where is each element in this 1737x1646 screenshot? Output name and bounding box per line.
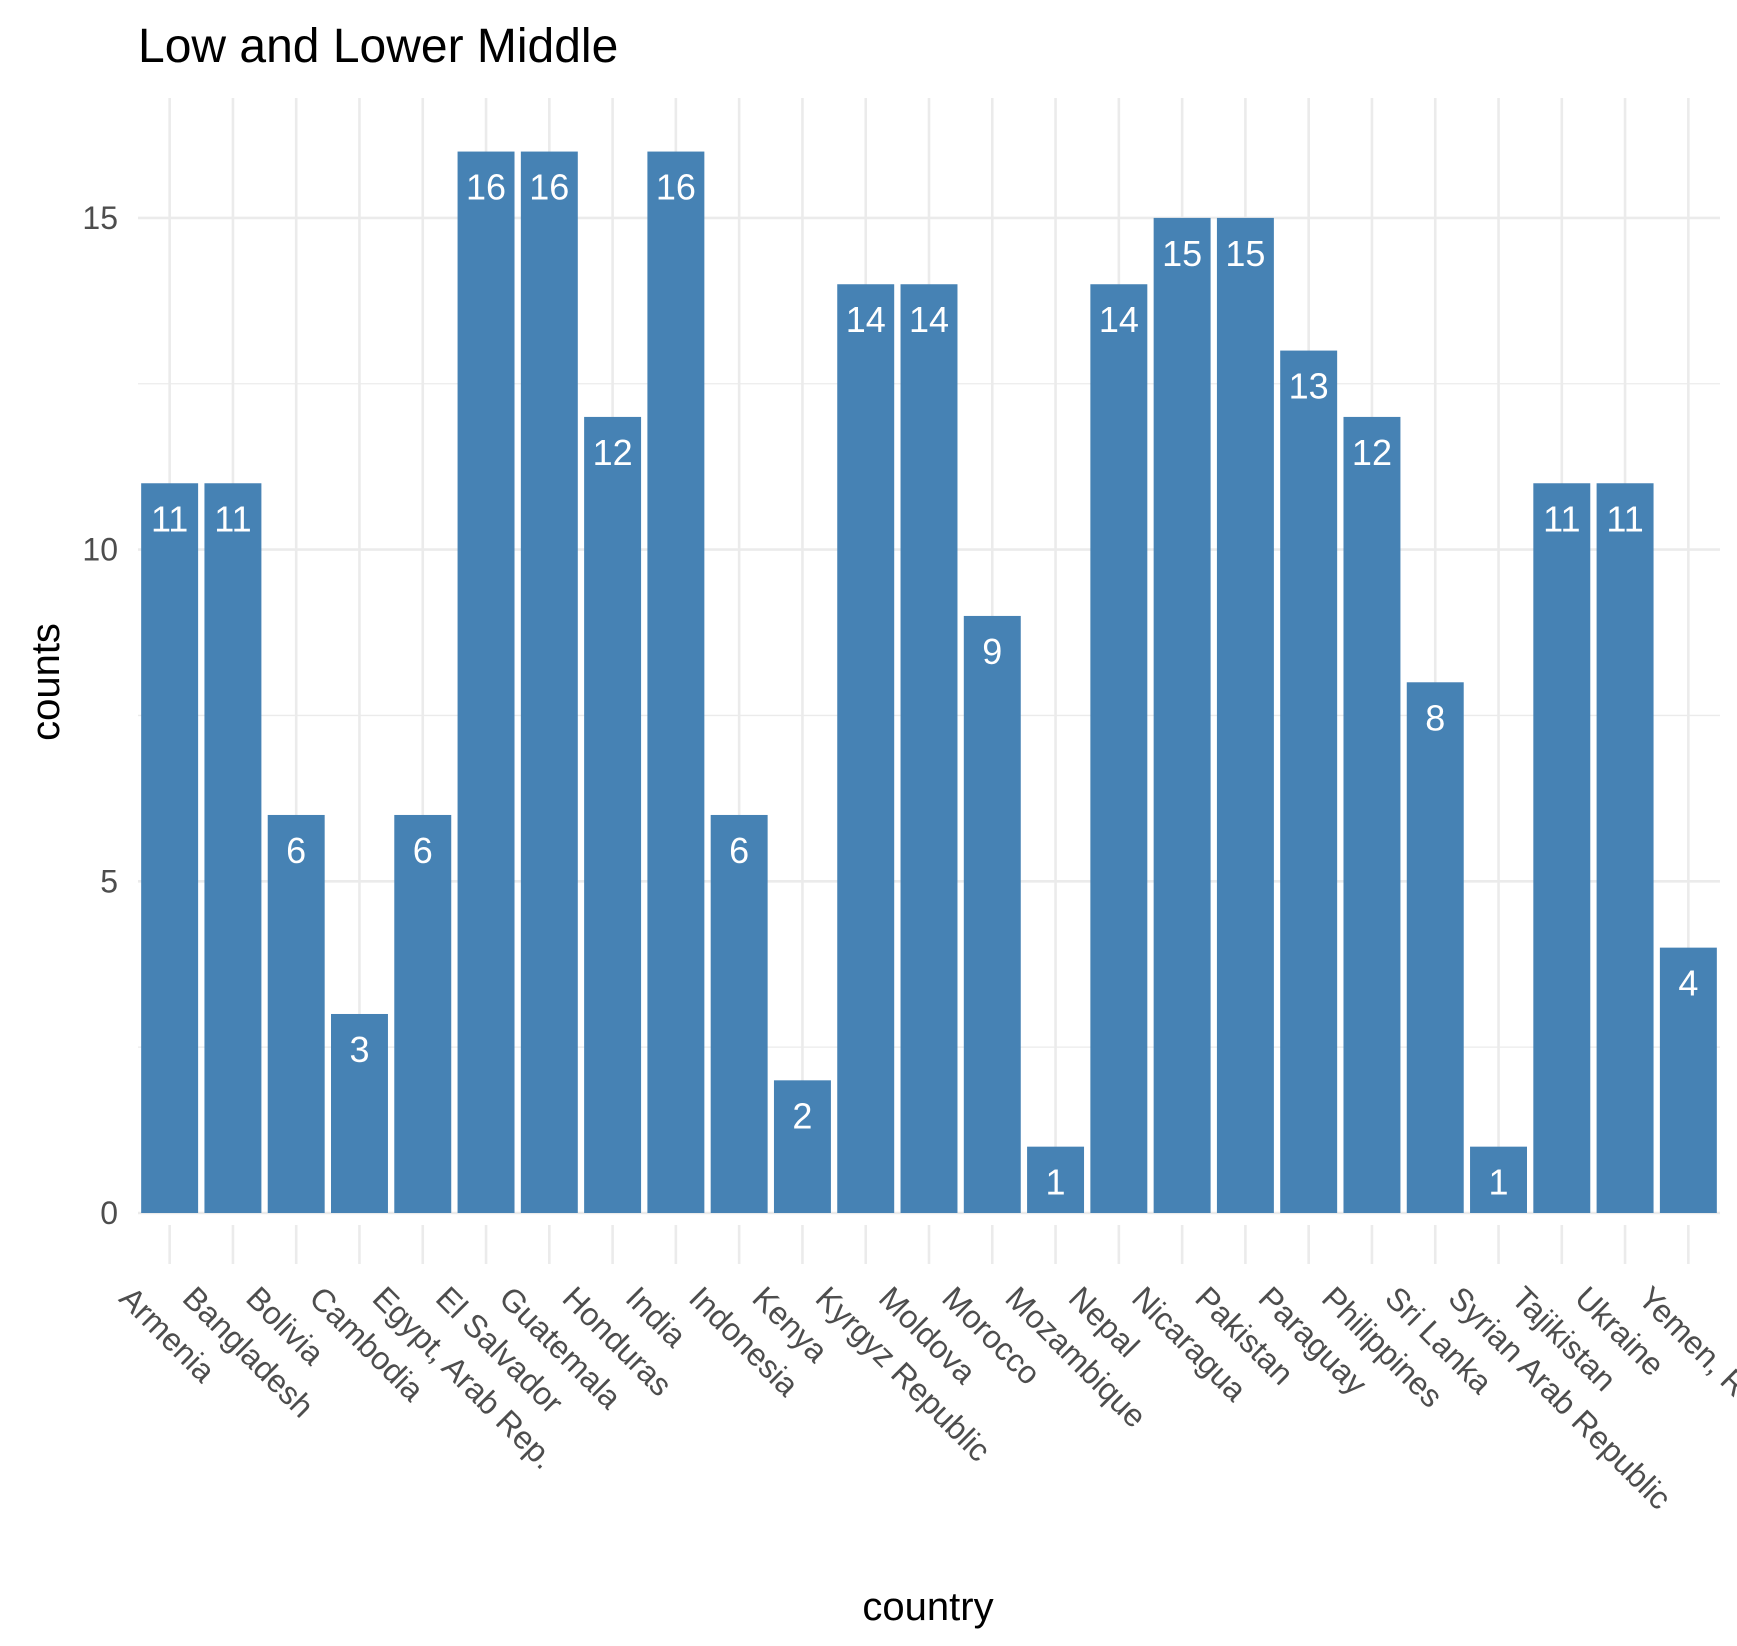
bar-value-label: 3 (349, 1029, 369, 1070)
bar (141, 483, 199, 1213)
bar-value-label: 8 (1425, 697, 1445, 738)
bar (1406, 682, 1464, 1213)
bar (1280, 350, 1338, 1214)
bar (1343, 416, 1401, 1213)
bar-value-label: 1 (1489, 1162, 1509, 1203)
bar (331, 1013, 388, 1213)
bar (584, 416, 642, 1213)
x-axis-title: country (862, 1585, 993, 1629)
bar-value-label: 6 (286, 830, 306, 871)
bar-value-label: 16 (656, 167, 696, 208)
y-tick-label: 5 (100, 863, 118, 899)
bar (1027, 1146, 1085, 1213)
bar-value-label: 14 (1099, 299, 1139, 340)
bar-value-label: 2 (792, 1095, 812, 1136)
bar-value-label: 11 (214, 498, 251, 539)
bar (900, 284, 958, 1213)
bar (1153, 217, 1211, 1213)
bar-value-label: 9 (982, 631, 1002, 672)
bar (1596, 483, 1654, 1213)
bar (394, 814, 452, 1213)
bar-value-label: 6 (729, 830, 749, 871)
bar-value-label: 12 (1352, 432, 1392, 473)
bar (710, 814, 768, 1213)
bar-value-label: 6 (413, 830, 433, 871)
bar (267, 814, 325, 1213)
bar (520, 151, 578, 1213)
bar (1470, 1146, 1527, 1213)
bar (647, 151, 705, 1213)
y-axis-title: counts (24, 623, 68, 741)
bar-value-label: 11 (1543, 498, 1580, 539)
y-tick-label: 10 (82, 532, 118, 568)
bar-value-label: 15 (1225, 233, 1265, 274)
bar (1533, 483, 1591, 1213)
bar (837, 284, 895, 1213)
bar-value-label: 16 (529, 167, 569, 208)
bar-value-label: 1 (1046, 1162, 1066, 1203)
chart-title: Low and Lower Middle (138, 20, 618, 73)
bar (963, 615, 1021, 1213)
bar-value-label: 14 (846, 299, 886, 340)
bar (773, 1080, 831, 1213)
bar-value-label: 4 (1678, 963, 1698, 1004)
y-axis-tick-labels: 0 5 10 15 (82, 200, 118, 1231)
bar-value-label: 11 (1606, 498, 1643, 539)
bar (1090, 284, 1148, 1213)
bar-value-label: 14 (909, 299, 949, 340)
bar-value-label: 13 (1289, 366, 1329, 407)
bar (1216, 217, 1274, 1213)
bar (457, 151, 515, 1213)
bar-value-label: 15 (1162, 233, 1202, 274)
bar (204, 483, 262, 1213)
bar (1659, 947, 1717, 1213)
y-tick-label: 15 (82, 200, 118, 236)
bar-value-label: 11 (151, 498, 188, 539)
bars (141, 151, 1717, 1214)
y-tick-label: 0 (100, 1195, 118, 1231)
bar-value-label: 16 (466, 167, 506, 208)
bar-value-label: 12 (593, 432, 633, 473)
